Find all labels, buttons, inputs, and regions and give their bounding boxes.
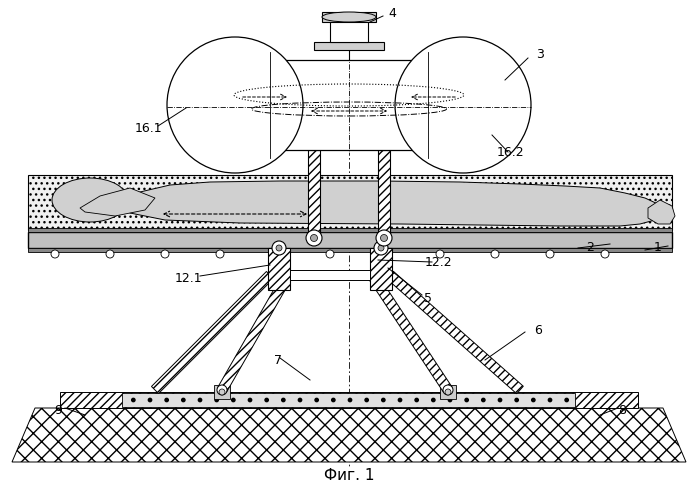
Text: 5: 5	[424, 292, 432, 305]
Ellipse shape	[322, 12, 376, 22]
Circle shape	[216, 250, 224, 258]
Text: 1: 1	[654, 242, 662, 255]
Bar	[370, 248, 392, 290]
Ellipse shape	[52, 178, 128, 222]
Circle shape	[272, 241, 286, 255]
Circle shape	[271, 250, 279, 258]
Bar	[28, 175, 672, 230]
Circle shape	[167, 37, 303, 173]
Circle shape	[326, 250, 334, 258]
Text: 2: 2	[586, 242, 594, 255]
Bar	[308, 150, 320, 238]
Polygon shape	[387, 271, 524, 394]
Bar	[268, 248, 290, 290]
Circle shape	[276, 245, 282, 251]
Bar	[330, 20, 368, 42]
Text: 9: 9	[54, 403, 62, 417]
Circle shape	[376, 230, 392, 246]
Bar	[290, 270, 370, 280]
Circle shape	[546, 250, 554, 258]
Text: Фиг. 1: Фиг. 1	[324, 469, 374, 484]
Circle shape	[306, 230, 322, 246]
Text: 7: 7	[274, 353, 282, 366]
Circle shape	[161, 250, 169, 258]
Bar	[28, 248, 672, 252]
Circle shape	[445, 389, 451, 395]
Polygon shape	[368, 272, 452, 393]
Circle shape	[219, 389, 225, 395]
Bar	[440, 385, 456, 399]
Polygon shape	[152, 272, 273, 394]
Bar	[378, 150, 390, 238]
Bar	[28, 232, 672, 248]
Bar	[214, 385, 230, 399]
Bar	[122, 393, 575, 407]
Text: 3: 3	[536, 49, 544, 62]
Circle shape	[436, 250, 444, 258]
Bar	[270, 60, 428, 150]
Circle shape	[378, 245, 384, 251]
Circle shape	[601, 250, 609, 258]
Text: 16.2: 16.2	[496, 145, 524, 158]
Circle shape	[395, 37, 531, 173]
Text: 12.1: 12.1	[174, 272, 202, 284]
Polygon shape	[12, 408, 686, 462]
Circle shape	[443, 385, 453, 395]
Circle shape	[217, 385, 227, 395]
Text: 8: 8	[618, 403, 626, 417]
Bar	[265, 55, 433, 155]
Text: 4: 4	[388, 7, 396, 20]
Bar	[322, 12, 376, 22]
Circle shape	[380, 235, 387, 242]
Polygon shape	[217, 273, 292, 393]
Circle shape	[310, 235, 317, 242]
Circle shape	[374, 241, 388, 255]
Polygon shape	[648, 200, 675, 224]
Bar	[60, 392, 638, 408]
Circle shape	[106, 250, 114, 258]
Polygon shape	[80, 188, 155, 216]
Text: 16.1: 16.1	[134, 122, 161, 135]
Bar	[314, 42, 384, 50]
Text: 12.2: 12.2	[424, 256, 452, 268]
Circle shape	[491, 250, 499, 258]
Circle shape	[381, 250, 389, 258]
Bar	[28, 228, 672, 232]
Text: 6: 6	[534, 324, 542, 336]
Polygon shape	[118, 181, 665, 226]
Circle shape	[51, 250, 59, 258]
